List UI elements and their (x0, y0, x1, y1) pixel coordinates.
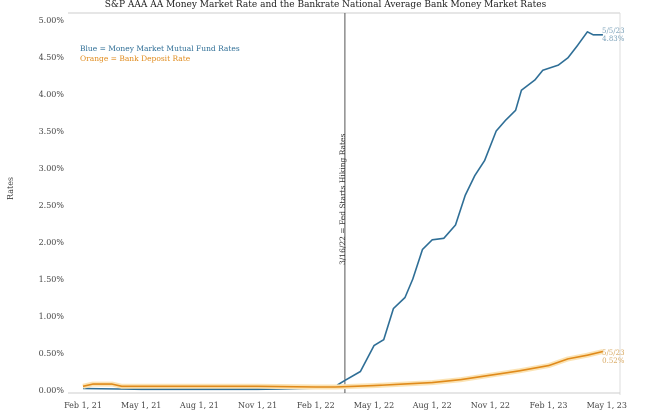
x-tick-label: Feb 1, 22 (297, 401, 335, 410)
x-tick-label: Nov 1, 22 (471, 401, 510, 410)
y-tick-label: 2.00% (39, 238, 65, 247)
blue-end-date: 5/5/23 (602, 27, 625, 35)
vline-label: 3/16/22 = Fed Starts Hiking Rates (338, 133, 347, 265)
blue-end-value: 4.83% (602, 35, 625, 43)
x-tick-label: Feb 1, 23 (530, 401, 568, 410)
x-tick-label: May 1, 23 (587, 401, 627, 410)
series-line-bank-deposit (82, 350, 604, 388)
legend-blue: Blue = Money Market Mutual Fund Rates (80, 44, 240, 53)
orange-end-value: 0.52% (602, 357, 625, 365)
x-tick-label: May 1, 22 (354, 401, 394, 410)
legend-orange: Orange = Bank Deposit Rate (80, 54, 191, 63)
y-tick-label: 1.50% (39, 275, 65, 284)
x-tick-label: Nov 1, 21 (238, 401, 277, 410)
x-tick-label: Aug 1, 22 (412, 401, 452, 410)
y-tick-label: 3.50% (39, 127, 65, 136)
x-tick-label: Aug 1, 21 (179, 401, 219, 410)
chart-title: S&P AAA AA Money Market Rate and the Ban… (104, 0, 547, 10)
orange-end-date: 5/5/23 (602, 349, 625, 357)
y-tick-label: 4.00% (39, 90, 65, 99)
y-axis-label: Rates (6, 176, 15, 200)
y-tick-label: 3.00% (39, 164, 65, 173)
y-tick-label: 1.00% (39, 312, 65, 321)
y-tick-label: 4.50% (39, 53, 65, 62)
y-tick-label: 2.50% (39, 201, 65, 210)
x-tick-label: May 1, 21 (121, 401, 161, 410)
y-tick-label: 5.00% (39, 16, 65, 25)
y-tick-label: 0.50% (39, 349, 65, 358)
x-tick-label: Feb 1, 21 (64, 401, 102, 410)
y-tick-label: 0.00% (39, 386, 65, 395)
